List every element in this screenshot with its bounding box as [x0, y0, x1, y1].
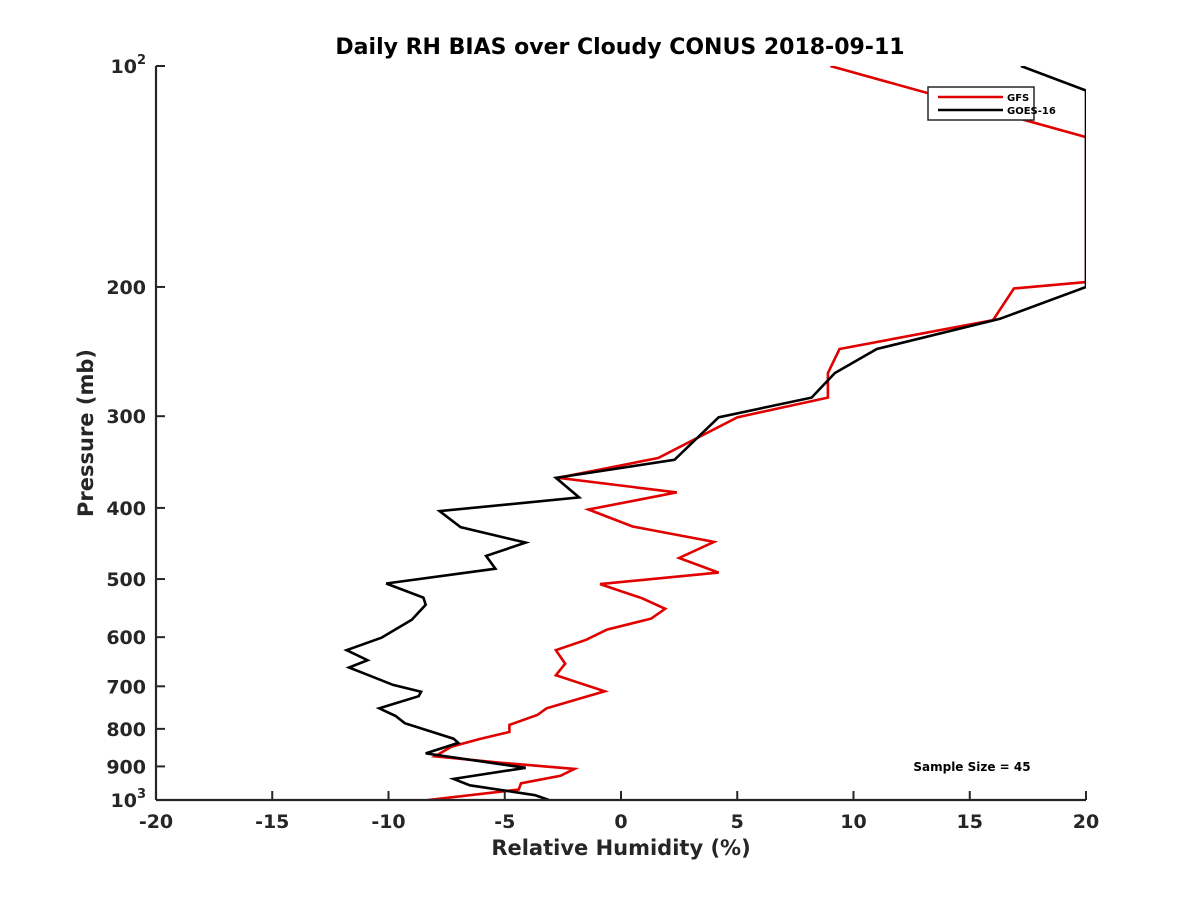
x-tick-label: 5 — [731, 811, 744, 833]
y-tick-label: 103 — [111, 787, 147, 812]
x-tick-label: -10 — [371, 811, 405, 833]
axes-layer: -20 -15 -10 -5 0 5 10 15 20 102 200 300 400 500 600 700… — [106, 53, 1099, 833]
y-tick-label: 700 — [106, 676, 146, 698]
y-tick-label: 200 — [106, 277, 146, 299]
legend-label: GFS — [1007, 93, 1029, 104]
x-tick-label: -15 — [255, 811, 289, 833]
x-tick-label: 20 — [1073, 811, 1099, 833]
y-tick-label: 900 — [106, 756, 146, 778]
y-tick-label: 400 — [106, 498, 146, 520]
series-line-goes-16 — [343, 66, 1086, 800]
y-tick-label: 800 — [106, 719, 146, 741]
legend-box — [927, 86, 1035, 121]
y-axis-label: Pressure (mb) — [74, 349, 98, 517]
chart-title: Daily RH BIAS over Cloudy CONUS 2018-09-… — [335, 35, 904, 60]
series-line-gfs — [427, 66, 1086, 800]
x-tick-label: 15 — [957, 811, 983, 833]
y-tick-label: 300 — [106, 406, 146, 428]
series-layer — [343, 66, 1086, 800]
y-tick-label: 600 — [106, 627, 146, 649]
x-tick-label: 0 — [614, 811, 627, 833]
legend: GFS GOES-16 — [927, 86, 1056, 121]
y-tick-label: 500 — [106, 569, 146, 591]
legend-label: GOES-16 — [1007, 106, 1056, 117]
x-tick-label: -20 — [139, 811, 173, 833]
x-axis-label: Relative Humidity (%) — [491, 836, 750, 860]
x-tick-label: -5 — [494, 811, 515, 833]
y-tick-label: 102 — [111, 53, 147, 78]
x-tick-label: 10 — [840, 811, 866, 833]
sample-size-annotation: Sample Size = 45 — [913, 760, 1030, 774]
